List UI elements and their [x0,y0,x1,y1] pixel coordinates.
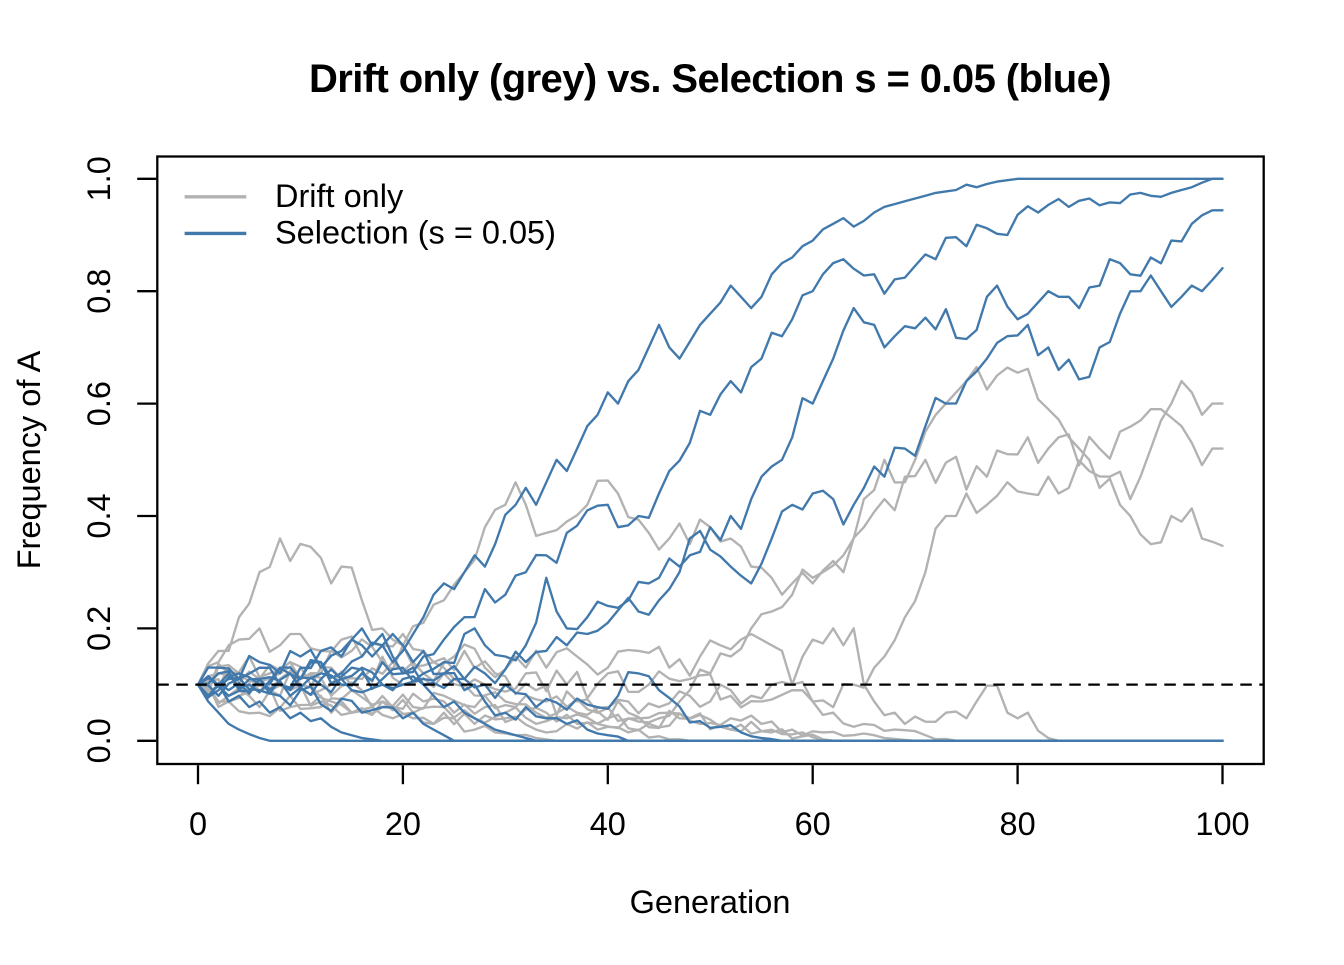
svg-text:Generation: Generation [630,884,791,920]
svg-text:60: 60 [795,806,831,842]
svg-text:0.8: 0.8 [81,269,117,314]
svg-text:0.6: 0.6 [81,381,117,426]
svg-text:100: 100 [1195,806,1249,842]
svg-text:0.0: 0.0 [81,718,117,763]
svg-text:0.4: 0.4 [81,493,117,538]
svg-text:1.0: 1.0 [81,156,117,201]
svg-text:Frequency of A: Frequency of A [11,350,47,569]
svg-text:Drift only: Drift only [275,178,404,214]
svg-text:Selection (s = 0.05): Selection (s = 0.05) [275,215,556,251]
svg-text:0: 0 [189,806,207,842]
svg-text:0.2: 0.2 [81,606,117,651]
svg-text:40: 40 [590,806,626,842]
svg-text:80: 80 [1000,806,1036,842]
svg-text:Drift only (grey) vs. Selectio: Drift only (grey) vs. Selection s = 0.05… [309,57,1111,101]
svg-text:20: 20 [385,806,421,842]
